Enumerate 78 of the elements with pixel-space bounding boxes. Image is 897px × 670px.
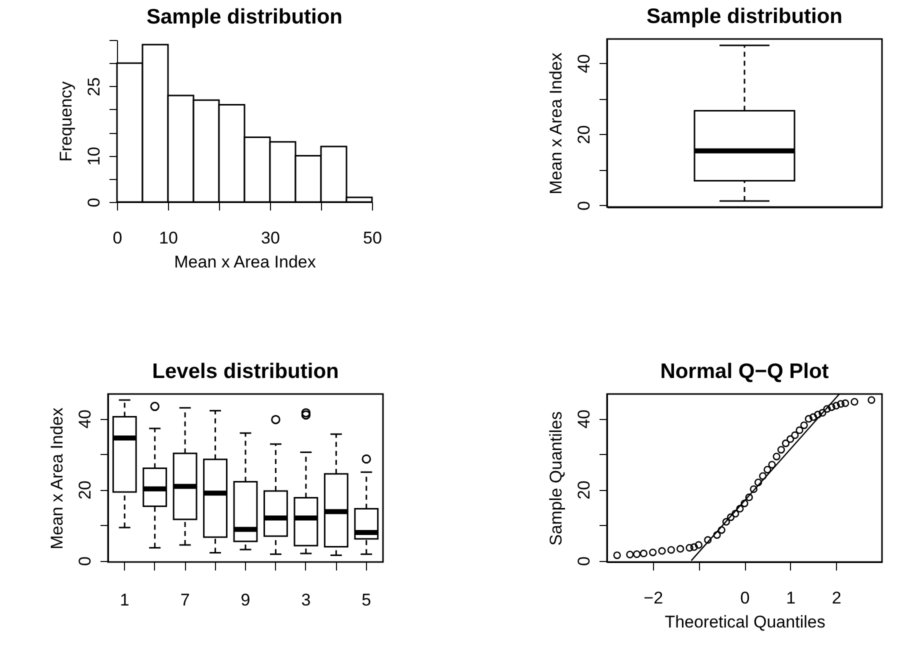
x-tick-label: 50 [363, 228, 382, 248]
point [836, 400, 845, 408]
x-tick-label: 0 [112, 228, 122, 248]
point [676, 545, 684, 553]
y-axis-title: Sample Quantiles [546, 411, 566, 546]
point [750, 485, 758, 493]
y-tick-label: 0 [76, 556, 94, 566]
point [686, 544, 694, 552]
point [718, 526, 726, 534]
point [613, 551, 621, 560]
point [842, 399, 850, 408]
y-tick-label: 40 [574, 54, 594, 74]
point [745, 494, 753, 502]
point [777, 446, 785, 454]
chart-title: Normal Q−Q Plot [660, 360, 829, 383]
x-tick-label: 1 [786, 588, 796, 608]
point [658, 547, 666, 555]
y-tick-label: 40 [76, 410, 94, 428]
point [814, 410, 822, 418]
point [632, 550, 641, 558]
point [804, 415, 812, 423]
point [850, 398, 858, 406]
point [764, 466, 772, 474]
point [640, 550, 648, 558]
point [626, 550, 634, 558]
y-tick-label: 0 [574, 200, 594, 210]
point [740, 500, 748, 508]
point [667, 546, 675, 554]
y-tick-label: 0 [84, 198, 104, 208]
y-tick-label: 20 [574, 125, 594, 144]
point [809, 413, 818, 421]
point [782, 440, 790, 448]
point [772, 452, 780, 460]
y-tick-label: 20 [574, 480, 594, 500]
point [694, 541, 702, 549]
point [713, 531, 721, 539]
point [868, 396, 876, 404]
y-axis-title: Mean x Area Index [546, 52, 566, 194]
point [796, 426, 804, 434]
point [732, 510, 740, 518]
x-tick-label: 2 [832, 588, 842, 608]
point [818, 409, 826, 417]
point [768, 460, 776, 468]
y-axis-title: Frequency [56, 80, 76, 162]
x-tick-label: 5 [362, 590, 372, 610]
point [786, 435, 794, 443]
y-tick-label: 10 [84, 146, 104, 166]
point [754, 478, 762, 486]
y-tick-label: 25 [84, 77, 104, 96]
x-tick-label: −2 [644, 588, 664, 608]
chart-title: Levels distribution [152, 360, 339, 383]
x-tick-label: 10 [159, 228, 178, 248]
x-tick-label: 0 [740, 588, 750, 608]
point [722, 518, 730, 526]
x-tick-label: 30 [261, 228, 280, 248]
x-axis-title: Theoretical Quantiles [664, 612, 826, 632]
x-tick-label: 9 [240, 590, 250, 610]
chart-title: Sample distribution [646, 5, 843, 28]
x-tick-label: 1 [120, 590, 130, 610]
point [823, 405, 831, 413]
y-axis-title: Mean x Area Index [48, 407, 66, 550]
chart-title: Sample distribution [146, 6, 343, 28]
x-axis-title: Mean x Area Index [174, 252, 316, 272]
point [791, 431, 799, 440]
y-tick-label: 0 [574, 556, 594, 566]
point [726, 513, 735, 522]
point [832, 402, 840, 410]
point [690, 543, 698, 551]
y-tick-label: 20 [76, 480, 94, 500]
point [736, 504, 744, 513]
point [800, 421, 808, 430]
point [704, 536, 712, 544]
x-tick-label: 7 [180, 590, 190, 610]
point [649, 548, 657, 556]
point [828, 403, 836, 411]
x-tick-label: 3 [301, 590, 311, 610]
point [759, 472, 767, 480]
y-tick-label: 40 [574, 410, 594, 428]
